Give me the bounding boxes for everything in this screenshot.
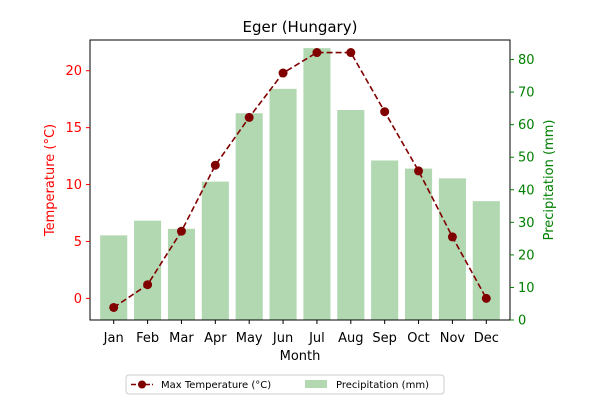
legend-bar-swatch (305, 380, 327, 388)
y-tick-label-right: 30 (518, 216, 535, 231)
temperature-point-jul (312, 48, 322, 58)
chart-title: Eger (Hungary) (243, 18, 358, 36)
precipitation-bar-jul (303, 48, 331, 321)
precipitation-bar-apr (201, 181, 229, 320)
axes: Jan Feb Mar Apr May Jun Jul Aug Sep Oct Nov Dec 0 5 10… (65, 39, 535, 346)
precipitation-bar-oct (405, 168, 433, 320)
y-tick-label-right: 70 (518, 86, 535, 101)
precipitation-bar-aug (337, 110, 365, 320)
legend-box (125, 374, 445, 395)
y-tick-label-left: 10 (65, 178, 82, 193)
temperature-point-apr (210, 160, 220, 170)
precipitation-bar-nov (438, 178, 466, 320)
legend-marker-swatch (138, 380, 146, 389)
temperature-line (109, 48, 491, 312)
x-tick-label: Apr (204, 331, 227, 346)
temperature-point-jun (278, 68, 288, 78)
x-axis-label: Month (280, 349, 321, 364)
temperature-point-sep (380, 107, 390, 117)
temperature-point-mar (176, 226, 186, 236)
precipitation-bars (100, 48, 500, 321)
plot-frame (89, 39, 511, 321)
y-tick-label-right: 0 (518, 314, 526, 329)
x-tick-label: Nov (440, 331, 466, 346)
temperature-point-feb (143, 280, 153, 290)
y-tick-label-left: 5 (74, 235, 82, 250)
x-tick-label: Dec (474, 331, 499, 346)
temperature-point-jan (109, 302, 119, 312)
y-tick-label-right: 10 (518, 281, 535, 296)
x-tick-label: Sep (372, 331, 397, 346)
precipitation-bar-mar (167, 228, 195, 320)
y-axis-label-left: Temperature (°C) (43, 124, 58, 237)
x-tick-label: Feb (136, 331, 159, 346)
x-tick-label: Oct (407, 331, 429, 346)
legend-label-temperature: Max Temperature (°C) (161, 380, 271, 391)
x-tick-label: Jul (308, 331, 325, 346)
temperature-point-dec (481, 293, 491, 303)
precipitation-bar-jun (269, 88, 297, 320)
temperature-point-nov (447, 232, 457, 242)
y-tick-label-left: 0 (74, 292, 82, 307)
y-axis-label-right: Precipitation (mm) (542, 120, 557, 241)
x-tick-label: Mar (169, 331, 194, 346)
legend: Max Temperature (°C) Precipitation (mm) (125, 374, 445, 395)
precipitation-bar-sep (371, 160, 399, 320)
x-tick-label: Jun (272, 331, 293, 346)
x-tick-label: Jan (103, 331, 124, 346)
x-tick-label: May (236, 331, 263, 346)
y-tick-label-left: 20 (65, 64, 82, 79)
temperature-point-may (244, 112, 254, 122)
y-tick-label-left: 15 (65, 121, 82, 136)
y-tick-label-right: 50 (518, 151, 535, 166)
y-tick-label-right: 20 (518, 248, 535, 263)
x-tick-label: Aug (338, 331, 363, 346)
temperature-series-line (113, 51, 487, 309)
temperature-point-oct (414, 166, 424, 176)
y-tick-label-right: 60 (518, 118, 535, 133)
temperature-point-aug (346, 48, 356, 58)
y-tick-label-right: 80 (518, 53, 535, 68)
legend-label-precipitation: Precipitation (mm) (336, 380, 429, 391)
precipitation-bar-may (235, 113, 263, 320)
y-tick-label-right: 40 (518, 183, 535, 198)
